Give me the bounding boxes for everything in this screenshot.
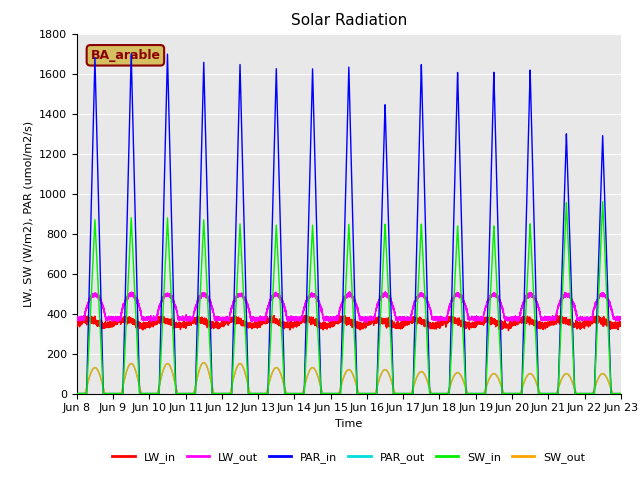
- Line: LW_out: LW_out: [77, 292, 621, 322]
- Title: Solar Radiation: Solar Radiation: [291, 13, 407, 28]
- LW_in: [486, 318, 493, 324]
- LW_out: [258, 316, 266, 322]
- PAR_in: [127, 51, 135, 57]
- LW_out: [73, 316, 81, 322]
- PAR_out: [73, 391, 81, 396]
- PAR_in: [470, 391, 478, 396]
- LW_in: [470, 321, 478, 327]
- SW_in: [330, 391, 338, 396]
- PAR_out: [594, 376, 602, 382]
- Line: SW_out: SW_out: [77, 362, 621, 394]
- PAR_in: [258, 391, 266, 396]
- SW_out: [258, 391, 266, 396]
- SW_in: [470, 391, 478, 396]
- Line: PAR_out: PAR_out: [77, 362, 621, 394]
- LW_in: [553, 312, 561, 318]
- PAR_out: [258, 391, 266, 396]
- LW_out: [471, 316, 479, 322]
- LW_in: [588, 321, 595, 326]
- SW_in: [486, 306, 493, 312]
- SW_in: [617, 391, 625, 396]
- SW_out: [73, 391, 81, 396]
- LW_out: [617, 315, 625, 321]
- Line: SW_in: SW_in: [77, 202, 621, 394]
- LW_in: [73, 320, 81, 326]
- SW_in: [588, 391, 595, 396]
- LW_out: [594, 295, 602, 300]
- PAR_out: [200, 360, 207, 365]
- PAR_in: [73, 391, 81, 396]
- Y-axis label: LW, SW (W/m2), PAR (umol/m2/s): LW, SW (W/m2), PAR (umol/m2/s): [24, 120, 33, 307]
- LW_in: [330, 322, 338, 327]
- PAR_out: [330, 391, 338, 396]
- SW_in: [599, 199, 607, 204]
- Line: LW_in: LW_in: [77, 315, 621, 331]
- LW_out: [588, 316, 595, 322]
- SW_out: [617, 391, 625, 396]
- LW_in: [258, 320, 266, 326]
- LW_out: [486, 296, 493, 301]
- PAR_in: [486, 225, 493, 230]
- Line: PAR_in: PAR_in: [77, 54, 621, 394]
- PAR_out: [470, 391, 478, 396]
- LW_in: [505, 328, 513, 334]
- PAR_out: [486, 375, 493, 381]
- LW_out: [360, 319, 368, 325]
- PAR_out: [588, 391, 595, 396]
- LW_in: [594, 317, 602, 323]
- Text: BA_arable: BA_arable: [90, 49, 161, 62]
- SW_out: [486, 375, 493, 381]
- SW_in: [73, 391, 81, 396]
- LW_out: [330, 315, 338, 321]
- PAR_out: [617, 391, 625, 396]
- PAR_in: [594, 278, 602, 284]
- LW_out: [381, 289, 389, 295]
- SW_out: [200, 360, 207, 365]
- SW_out: [330, 391, 338, 396]
- PAR_in: [330, 391, 338, 396]
- SW_out: [594, 376, 602, 382]
- X-axis label: Time: Time: [335, 419, 362, 429]
- PAR_in: [617, 391, 625, 396]
- SW_out: [470, 391, 478, 396]
- LW_in: [617, 321, 625, 326]
- SW_out: [588, 391, 595, 396]
- SW_in: [258, 391, 266, 396]
- PAR_in: [588, 391, 595, 396]
- Legend: LW_in, LW_out, PAR_in, PAR_out, SW_in, SW_out: LW_in, LW_out, PAR_in, PAR_out, SW_in, S…: [108, 447, 589, 467]
- SW_in: [594, 309, 602, 314]
